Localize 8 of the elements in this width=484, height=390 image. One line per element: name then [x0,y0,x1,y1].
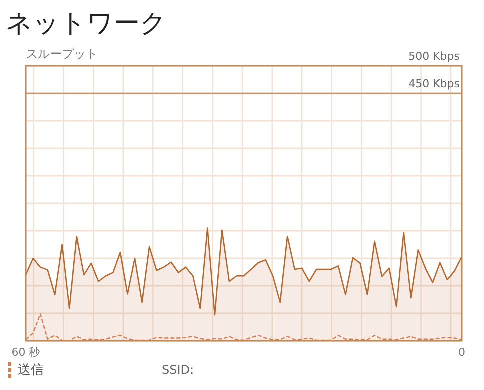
legend-label: 送信 [18,363,44,378]
x-tick-label: 0 [458,346,466,359]
y-axis-title: スループット [26,47,98,61]
chart-title: ネットワーク [6,9,167,39]
y-tick-label: 450 Kbps [408,78,460,90]
text: SSID: [162,363,194,377]
y-tick-label: 500 Kbps [408,50,460,63]
x-tick-label: 60 秒 [12,346,40,359]
